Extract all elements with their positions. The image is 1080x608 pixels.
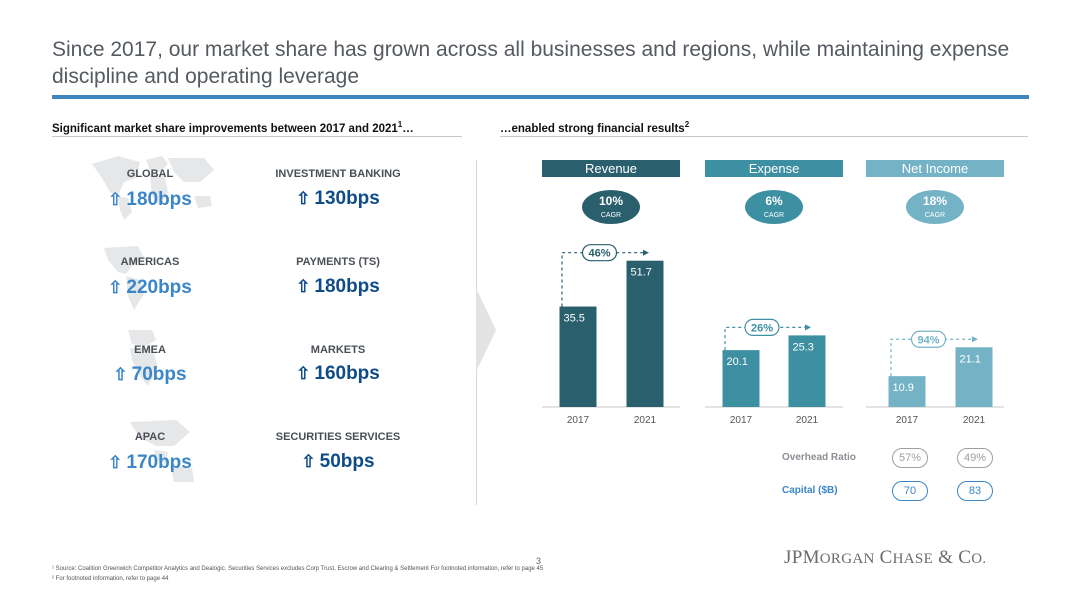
emea-map-icon [128,330,158,386]
world-map-icon [92,156,214,220]
jpmorgan-logo: JPMORGAN CHASE & CO. [784,547,987,568]
expense-tick-2017: 2017 [730,415,753,426]
net-income-cagr-label: CAGR [925,212,945,219]
expense-bar-label-2017: 20.1 [727,356,748,368]
expense-bar-2017 [722,350,760,407]
expense-growth-badge [744,318,780,337]
net-income-bar-label-2021: 21.1 [960,353,981,365]
up-arrow-icon: ⇧ [108,278,123,297]
left-subtitle-rule [52,136,462,137]
capital-2017: 70 [892,481,928,501]
up-arrow-icon: ⇧ [301,452,316,471]
business-value-payments: ⇧ 180bps [296,276,380,297]
revenue-cagr-label: CAGR [601,212,621,219]
capital-2021: 83 [957,481,993,501]
right-subtitle-rule [500,136,1028,137]
up-arrow-icon: ⇧ [296,189,311,208]
expense-bar-2021 [788,335,826,407]
expense-growth-connector [724,326,805,351]
business-label-investment-banking: INVESTMENT BANKING [275,168,401,180]
capital-label: Capital ($B) [782,485,838,496]
apac-map-icon [130,420,194,482]
revenue-growth-label: 46% [588,248,610,260]
net-income-bar-label-2017: 10.9 [893,382,914,394]
chart-header-net-income: Net Income [866,160,1004,177]
chart-header-expense: Expense [705,160,843,177]
net-income-cagr-value: 18% [923,194,947,208]
left-subtitle: Significant market share improvements be… [52,120,414,135]
up-arrow-icon: ⇧ [296,364,311,383]
up-arrow-icon: ⇧ [296,277,311,296]
net-income-cagr-badge [906,190,964,224]
revenue-tick-2017: 2017 [567,415,590,426]
region-value-emea: ⇧ 70bps [113,364,187,385]
revenue-bar-label-2021: 51.7 [631,267,652,279]
revenue-cagr-value: 10% [599,194,623,208]
revenue-bar-2017 [559,306,597,407]
overhead-ratio-2021: 49% [957,448,993,468]
region-label-global: GLOBAL [126,168,174,180]
expense-growth-label: 26% [751,322,773,334]
up-arrow-icon: ⇧ [108,453,123,472]
expense-cagr-badge [745,190,803,224]
region-label-americas: AMERICAS [120,256,180,268]
net-income-tick-2021: 2021 [963,415,986,426]
revenue-growth-arrow-icon [643,249,649,256]
title-rule [52,95,1029,99]
chart-header-revenue: Revenue [542,160,680,177]
chevron-right-icon [476,288,496,372]
net-income-growth-label: 94% [917,334,939,346]
up-arrow-icon: ⇧ [113,365,128,384]
business-label-securities-services: SECURITIES SERVICES [275,431,401,443]
business-label-payments: PAYMENTS (TS) [296,256,380,268]
business-value-securities-services: ⇧ 50bps [301,451,375,472]
region-label-emea: EMEA [134,344,166,356]
expense-tick-2021: 2021 [796,415,819,426]
business-value-markets: ⇧ 160bps [296,363,380,384]
footnote-1: ¹ Source: Coalition Greenwich Competitor… [52,566,544,572]
expense-cagr-label: CAGR [764,212,784,219]
expense-bar-label-2021: 25.3 [793,341,814,353]
page-number: 3 [536,556,542,566]
net-income-bar-2021 [955,347,993,407]
business-label-markets: MARKETS [310,344,366,356]
up-arrow-icon: ⇧ [108,190,123,209]
net-income-tick-2017: 2017 [896,415,919,426]
footnote-2: ² For footnoted information, refer to pa… [52,576,169,582]
overhead-ratio-2017: 57% [892,448,928,468]
overhead-ratio-label: Overhead Ratio [782,452,856,463]
revenue-bar-2021 [626,260,664,407]
page-title: Since 2017, our market share has grown a… [52,38,1010,88]
revenue-cagr-badge [582,190,640,224]
region-value-apac: ⇧ 170bps [108,452,192,473]
business-value-investment-banking: ⇧ 130bps [296,188,380,209]
net-income-growth-arrow-icon [972,336,978,343]
revenue-growth-badge [581,244,618,262]
region-label-apac: APAC [134,431,166,443]
revenue-tick-2021: 2021 [634,415,657,426]
revenue-bar-label-2017: 35.5 [564,313,585,325]
net-income-bar-2017 [888,376,926,407]
right-subtitle: …enabled strong financial results2 [500,120,690,135]
expense-growth-arrow-icon [805,324,811,331]
expense-cagr-value: 6% [765,194,783,208]
net-income-growth-badge [910,330,947,348]
americas-map-icon [104,246,144,310]
region-value-global: ⇧ 180bps [108,189,192,210]
region-value-americas: ⇧ 220bps [108,277,192,298]
